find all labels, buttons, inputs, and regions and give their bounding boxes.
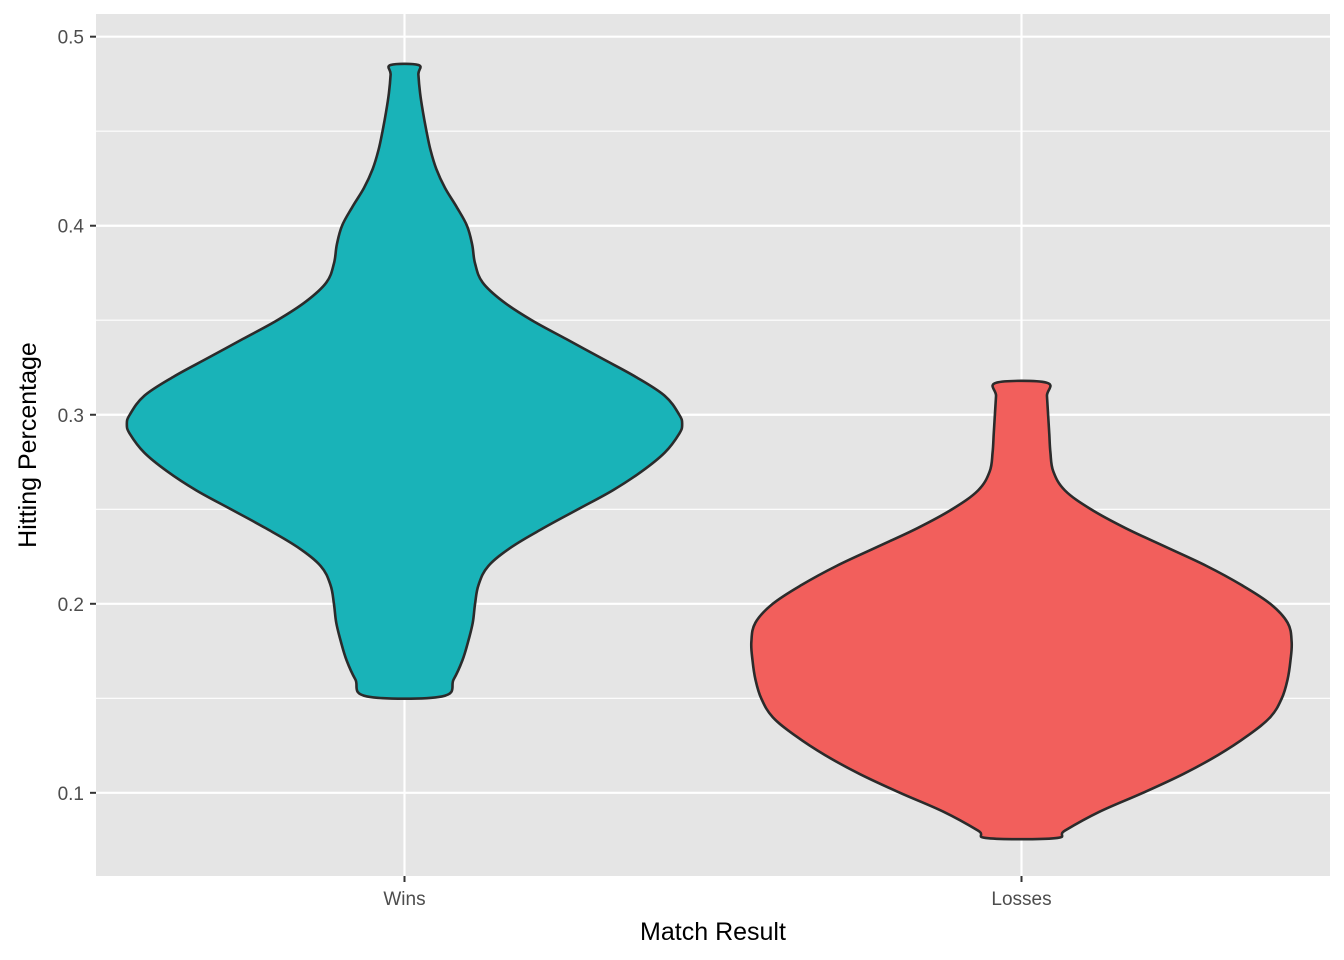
y-tick-label: 0.5 (58, 28, 84, 49)
y-tick-label: 0.2 (58, 595, 84, 616)
violins (125, 62, 1294, 841)
axes: 0.1 0.2 0.3 0.4 0.5 Wins Losses (58, 28, 1052, 910)
violin-losses (749, 379, 1294, 841)
y-axis-title: Hitting Percentage (14, 342, 42, 548)
violin-wins (125, 62, 684, 700)
y-tick-label: 0.3 (58, 406, 84, 427)
x-axis-title: Match Result (640, 918, 786, 946)
y-tick-label: 0.1 (58, 784, 84, 805)
x-tick-label: Losses (991, 889, 1051, 910)
y-tick-label: 0.4 (58, 217, 85, 238)
x-tick-label: Wins (383, 889, 425, 910)
